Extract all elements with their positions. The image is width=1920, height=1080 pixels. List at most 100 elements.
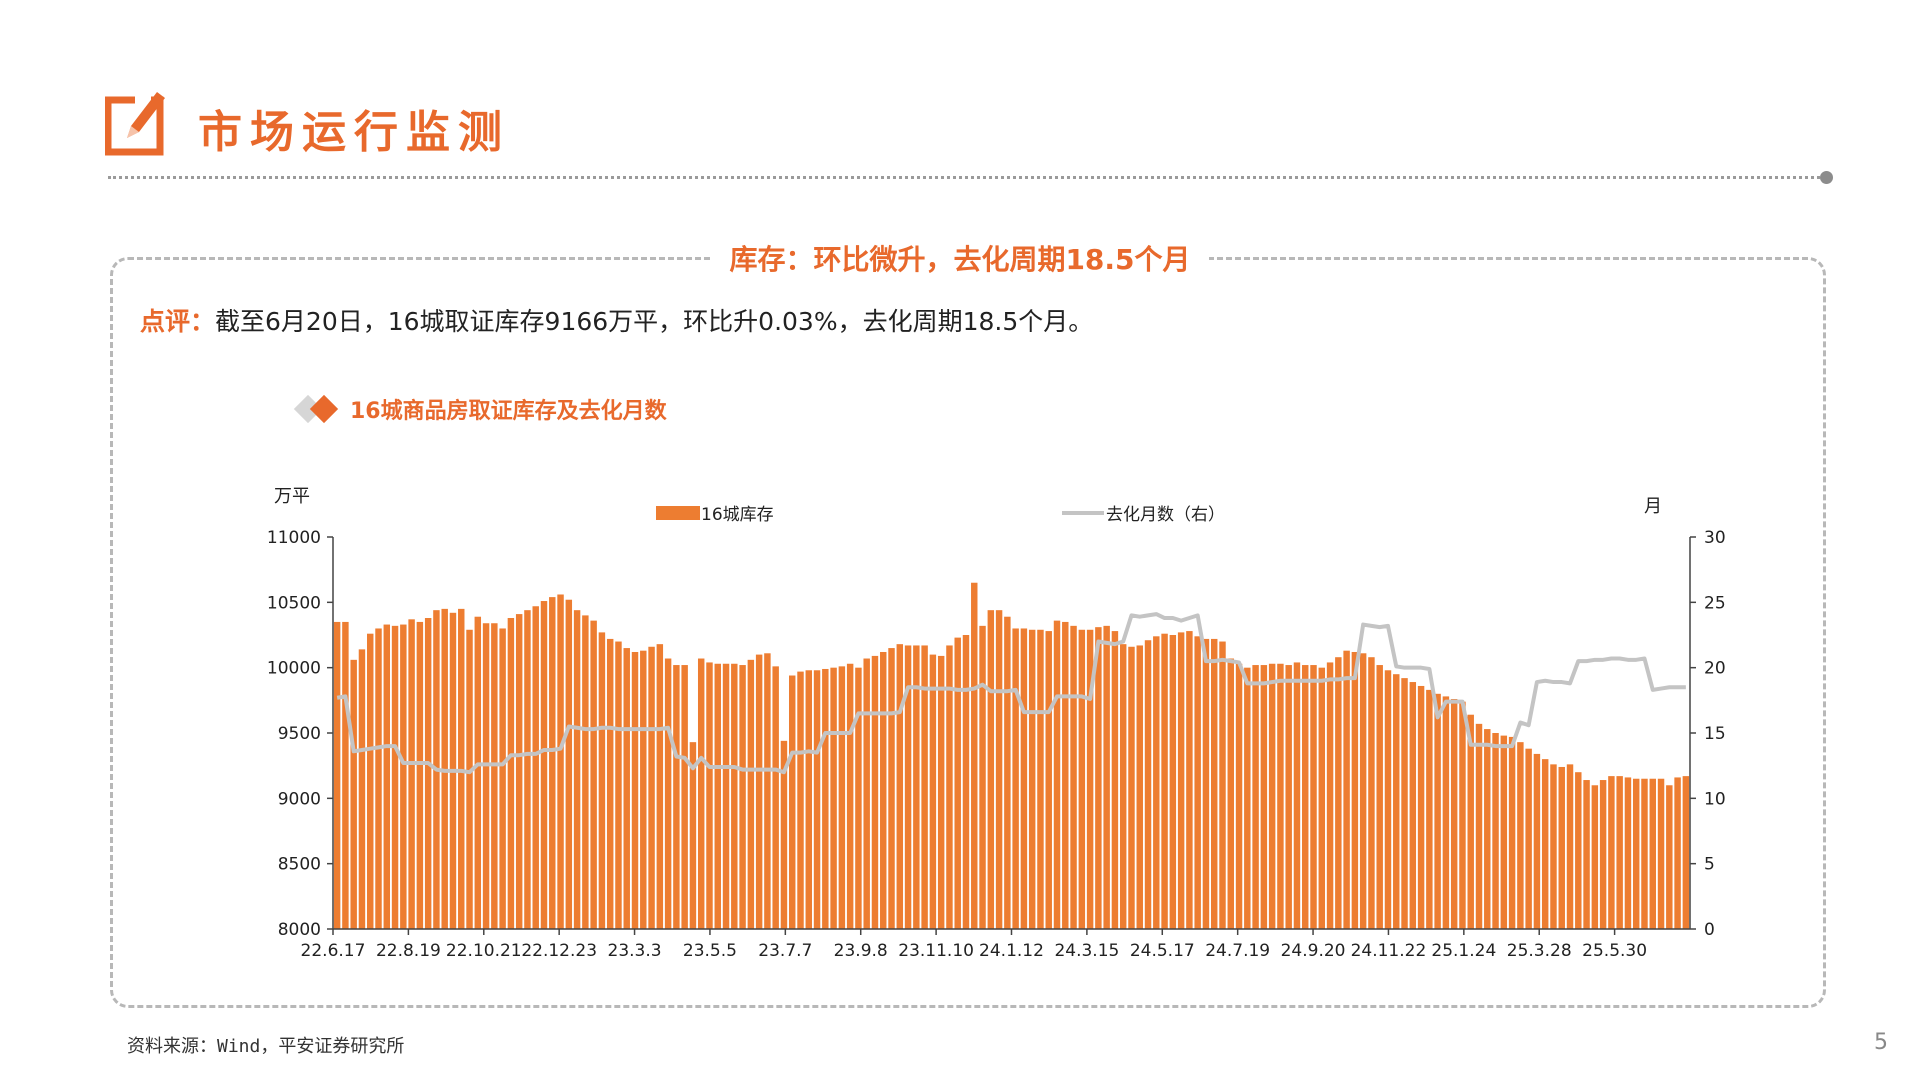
bar (1616, 776, 1623, 929)
bar (1053, 620, 1061, 929)
right-tick-label: 30 (1704, 528, 1726, 548)
bar (822, 668, 829, 929)
bar (499, 628, 506, 929)
bar (896, 644, 904, 929)
x-tick-label: 22.8.19 (376, 941, 441, 961)
bar (1103, 625, 1110, 929)
bar (1442, 696, 1450, 929)
bar (1351, 651, 1359, 929)
bar (532, 606, 539, 929)
right-tick-label: 15 (1704, 724, 1726, 744)
bar (1202, 638, 1210, 929)
bar (772, 666, 779, 929)
bar (755, 654, 763, 929)
bar (1583, 780, 1590, 929)
bar (507, 618, 515, 929)
right-axis-ticks: 0 5 10 15 20 25 30 (1690, 528, 1726, 940)
bar (1128, 646, 1135, 929)
bar (797, 671, 804, 929)
bar (979, 625, 986, 929)
bar (1302, 665, 1309, 929)
bar (1450, 699, 1458, 929)
bar (1078, 629, 1086, 929)
bar (1359, 653, 1367, 929)
legend-line-label: 去化月数（右） (1106, 505, 1225, 525)
bar (1484, 729, 1491, 929)
bar (1004, 616, 1011, 929)
comment-text: 截至6月20日，16城取证库存9166万平，环比升0.03%，去化周期18.5个… (215, 307, 1094, 336)
bar (1186, 631, 1193, 929)
bar (1575, 772, 1582, 929)
bar (673, 665, 680, 929)
bar (1566, 764, 1574, 929)
bar (1252, 665, 1259, 929)
bar (1541, 759, 1549, 929)
bar (888, 648, 895, 929)
x-tick-label: 23.5.5 (683, 941, 737, 961)
bar (1020, 628, 1028, 929)
bar (1037, 629, 1044, 929)
left-tick-label: 9500 (278, 724, 321, 744)
bar (1070, 625, 1077, 929)
bar (333, 621, 341, 929)
left-axis-unit: 万平 (274, 486, 310, 507)
legend-bar-swatch (656, 506, 700, 520)
x-tick-label: 23.3.3 (608, 941, 662, 961)
x-tick-label: 24.9.20 (1281, 941, 1346, 961)
bar (1219, 641, 1226, 929)
right-tick-label: 0 (1704, 920, 1715, 940)
bar (540, 601, 548, 929)
bar (789, 675, 796, 929)
bar (1467, 714, 1474, 929)
x-tick-label: 25.1.24 (1431, 941, 1496, 961)
bar (424, 618, 432, 929)
bar (582, 615, 589, 929)
bar (1161, 633, 1168, 929)
bar (549, 597, 556, 929)
bar (1260, 665, 1268, 929)
header-divider (108, 176, 1820, 179)
bar (367, 633, 374, 929)
bar (1393, 674, 1400, 929)
x-tick-label: 24.5.17 (1130, 941, 1195, 961)
right-tick-label: 20 (1704, 659, 1726, 679)
bar (1310, 665, 1317, 929)
bar (1368, 657, 1375, 929)
bar (1095, 627, 1102, 929)
bar (1119, 644, 1127, 929)
bar (1326, 662, 1334, 929)
bar (1525, 748, 1532, 929)
right-axis-unit: 月 (1644, 496, 1662, 517)
x-tick-label: 22.10.21 (446, 941, 522, 961)
bar (747, 659, 755, 929)
bar (1492, 733, 1499, 929)
bar (565, 599, 573, 929)
bar (1417, 685, 1425, 929)
bar (697, 658, 705, 929)
page-title: 市场运行监测 (198, 107, 510, 158)
bar (805, 670, 812, 929)
bar (1177, 632, 1185, 929)
bar (706, 662, 713, 929)
bar (1384, 670, 1392, 929)
bar (648, 646, 655, 929)
x-tick-label: 24.11.22 (1351, 941, 1427, 961)
bar (1285, 665, 1292, 929)
bar (1599, 780, 1607, 929)
bar (830, 667, 837, 929)
left-tick-label: 8500 (278, 855, 321, 875)
bar (474, 616, 482, 929)
bar (1459, 701, 1466, 929)
bar (954, 637, 961, 929)
bar (937, 655, 945, 929)
bar (1268, 663, 1276, 929)
pencil-note-icon (105, 92, 165, 156)
x-tick-label: 25.3.28 (1507, 941, 1572, 961)
page-number: 5 (1874, 1030, 1888, 1055)
bar (515, 614, 523, 929)
bar (813, 670, 821, 929)
bar (1517, 742, 1524, 929)
left-tick-label: 8000 (278, 920, 321, 940)
bar (971, 582, 978, 929)
